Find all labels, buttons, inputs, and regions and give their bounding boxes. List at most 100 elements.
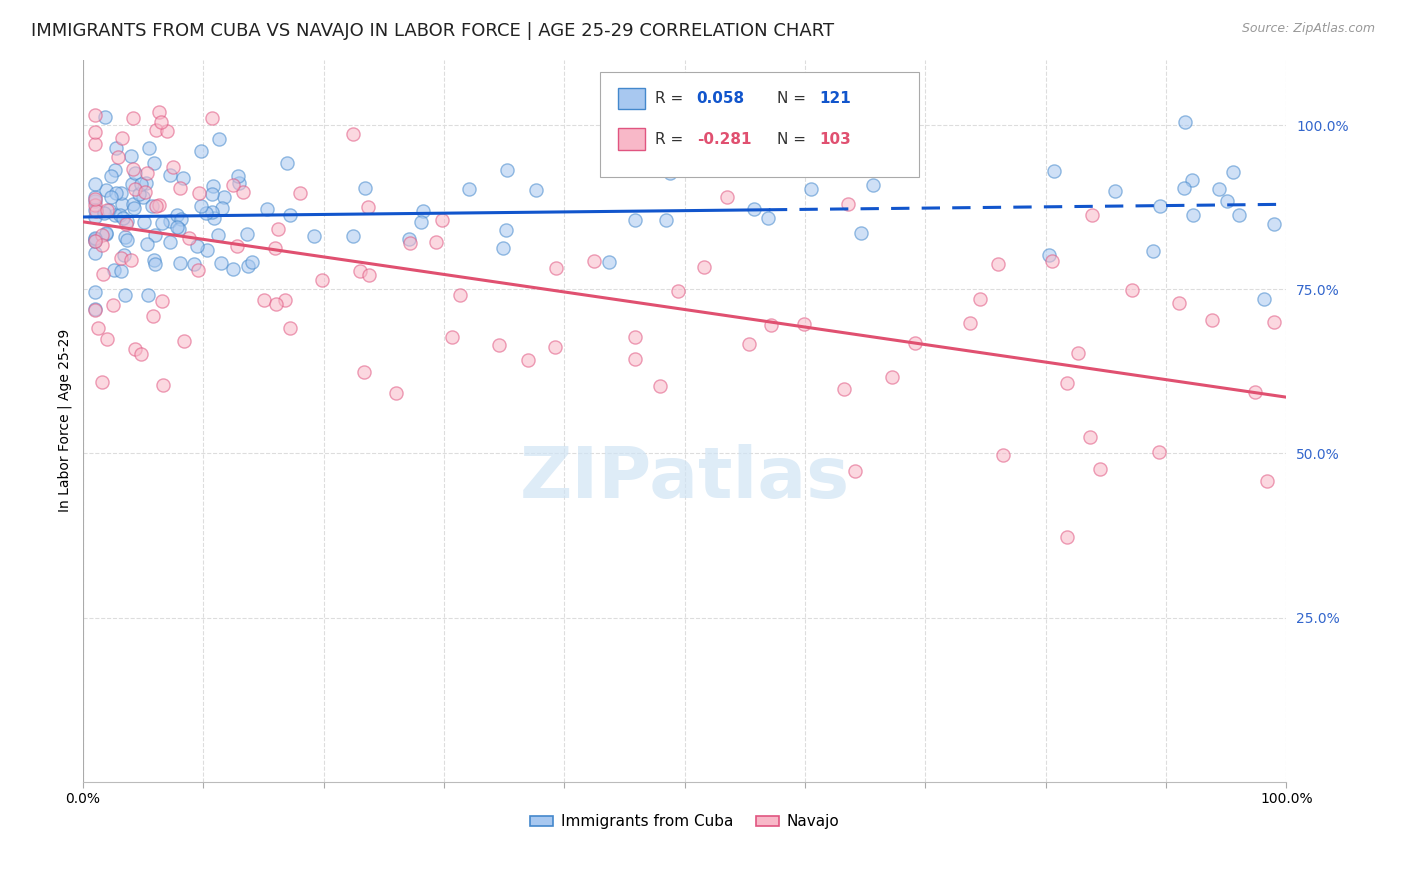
Point: [93, 206, 115, 220]
Point: [1244, 384, 1267, 399]
Text: -0.281: -0.281: [696, 131, 751, 146]
Point: [83, 177, 105, 191]
Point: [87, 320, 110, 334]
Point: [143, 156, 166, 170]
Point: [274, 293, 297, 307]
Point: [112, 248, 135, 262]
Text: 121: 121: [820, 91, 851, 106]
Point: [278, 208, 301, 222]
Point: [1222, 164, 1244, 178]
Point: [91, 375, 114, 389]
Text: IMMIGRANTS FROM CUBA VS NAVAJO IN LABOR FORCE | AGE 25-29 CORRELATION CHART: IMMIGRANTS FROM CUBA VS NAVAJO IN LABOR …: [31, 22, 834, 40]
Point: [969, 292, 991, 306]
Point: [84, 190, 107, 204]
Point: [290, 186, 312, 200]
Point: [122, 201, 145, 215]
Point: [143, 253, 166, 268]
Point: [1147, 444, 1170, 458]
Point: [121, 177, 143, 191]
Y-axis label: In Labor Force | Age 25-29: In Labor Force | Age 25-29: [58, 329, 72, 512]
Point: [959, 316, 981, 330]
Point: [457, 182, 479, 196]
Point: [800, 182, 823, 196]
Point: [425, 235, 447, 250]
Point: [159, 235, 181, 249]
Point: [862, 178, 884, 192]
Point: [134, 185, 156, 199]
Point: [1208, 182, 1230, 196]
Point: [517, 353, 540, 368]
Point: [114, 230, 136, 244]
Point: [94, 183, 117, 197]
Point: [756, 211, 779, 225]
Point: [225, 239, 247, 253]
Point: [190, 199, 212, 213]
Point: [177, 231, 200, 245]
Point: [253, 293, 276, 307]
Point: [1104, 184, 1126, 198]
Point: [793, 317, 815, 331]
Point: [152, 378, 174, 392]
Text: N =: N =: [778, 131, 811, 146]
Point: [882, 369, 904, 384]
Point: [120, 149, 142, 163]
Point: [115, 218, 138, 232]
Point: [232, 185, 254, 199]
Point: [837, 197, 859, 211]
Point: [655, 212, 678, 227]
Text: N =: N =: [778, 91, 811, 106]
Point: [624, 212, 647, 227]
Point: [159, 214, 181, 228]
Point: [172, 171, 194, 186]
Point: [304, 228, 326, 243]
Point: [738, 337, 761, 351]
Point: [156, 124, 179, 138]
Point: [1227, 208, 1250, 222]
Text: R =: R =: [655, 131, 688, 146]
Point: [122, 111, 145, 125]
Point: [96, 332, 118, 346]
FancyBboxPatch shape: [600, 72, 920, 177]
Point: [1182, 208, 1205, 222]
Point: [1043, 164, 1066, 178]
Point: [121, 196, 143, 211]
Point: [201, 112, 224, 126]
Point: [135, 177, 157, 191]
Bar: [619, 128, 645, 150]
Point: [124, 166, 146, 180]
Point: [124, 342, 146, 356]
Point: [141, 199, 163, 213]
Point: [114, 288, 136, 302]
Point: [142, 309, 165, 323]
Point: [1256, 474, 1278, 488]
Point: [488, 338, 510, 352]
Bar: [619, 87, 645, 110]
Point: [104, 186, 127, 200]
Point: [903, 335, 925, 350]
Point: [100, 169, 122, 184]
Point: [138, 140, 160, 154]
Text: ZIPatlas: ZIPatlas: [520, 444, 849, 513]
Point: [357, 200, 380, 214]
Text: 103: 103: [820, 131, 851, 146]
Point: [1088, 462, 1111, 476]
Point: [342, 229, 364, 244]
Point: [124, 182, 146, 196]
Point: [83, 246, 105, 260]
Point: [104, 163, 127, 178]
Point: [222, 178, 245, 192]
Point: [411, 215, 433, 229]
Point: [148, 105, 170, 120]
Point: [84, 234, 107, 248]
Point: [136, 287, 159, 301]
Point: [83, 232, 105, 246]
Point: [183, 257, 205, 271]
Point: [83, 192, 105, 206]
Point: [195, 206, 218, 220]
Point: [1067, 346, 1090, 360]
Point: [202, 179, 225, 194]
Point: [128, 187, 150, 202]
Point: [1168, 296, 1191, 310]
Point: [236, 259, 259, 273]
Point: [1078, 430, 1101, 444]
